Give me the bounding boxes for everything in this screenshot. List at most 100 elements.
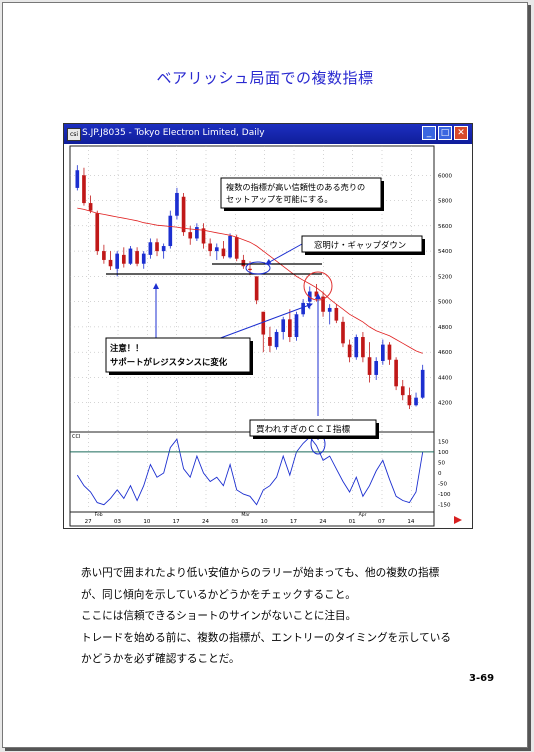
cci-tick-label: 100 (438, 450, 449, 456)
annotation-cci-box: 買われすぎのＣＣＩ指標 (249, 419, 379, 439)
candle-body (367, 357, 372, 375)
price-tick-label: 5600 (438, 224, 452, 230)
price-tick-label: 4600 (438, 350, 452, 356)
candle-body (347, 344, 352, 358)
candle-body (148, 242, 153, 255)
candle-body (361, 337, 365, 358)
annotation-top-box: 複数の指標が高い信頼性のある売りの セットアップを可能にする。 (220, 177, 384, 211)
annotation-support-box: 注意！！ サポートがレジスタンスに変化 (105, 337, 253, 375)
candle-body (141, 253, 146, 264)
candle-body (400, 386, 405, 396)
cci-line (76, 436, 424, 506)
candle-body (374, 361, 379, 375)
cci-panel (69, 431, 435, 513)
candle-body (168, 215, 173, 247)
candle-body (135, 251, 139, 264)
candle-body (75, 170, 80, 188)
window-title: S.JP.J8035 - Tokyo Electron Limited, Dai… (82, 128, 265, 138)
month-label: Apr (359, 512, 367, 518)
candle-body (155, 242, 159, 252)
date-tick-label: 17 (290, 519, 297, 525)
gap-ellipse (245, 261, 271, 275)
date-tick-label: 01 (349, 519, 356, 525)
candle-body (301, 302, 305, 315)
candle-body (261, 311, 266, 335)
candle-body (241, 259, 246, 267)
support-box-line1: 注意！！ (110, 343, 144, 353)
candle-body (407, 395, 412, 406)
chart-window: csi S.JP.J8035 - Tokyo Electron Limited,… (63, 123, 473, 529)
gap-arrow (265, 243, 303, 265)
candle-body (321, 296, 325, 312)
candle-body (281, 319, 286, 332)
candle-body (248, 268, 252, 271)
body-line: かどうかを必ず確認することだ。 (81, 653, 240, 665)
candle-body (82, 175, 86, 204)
price-tick-label: 5000 (438, 300, 452, 306)
cci-label: CCI (72, 434, 80, 440)
candle-body (414, 397, 418, 406)
candle-body (188, 232, 193, 239)
price-tick-label: 5800 (438, 199, 452, 205)
price-tick-label: 4400 (438, 375, 452, 381)
close-button[interactable]: ✕ (454, 126, 468, 140)
candle-body (228, 235, 232, 258)
cci-box-text: 買われすぎのＣＣＩ指標 (256, 423, 351, 435)
candle-body (354, 337, 359, 358)
candle-body (161, 246, 166, 252)
price-chart: 6000 5800 5600 5400 5200 5000 4800 4600 4400 4200… (64, 144, 472, 528)
cci-tick-label: -150 (438, 503, 451, 509)
candle-body (341, 321, 345, 344)
price-tick-label: 5200 (438, 274, 452, 280)
candle-body (307, 291, 312, 302)
price-tick-label: 4800 (438, 325, 452, 331)
page-title: ベアリッシュ局面での複数指標 (156, 69, 374, 87)
support-box-line2: サポートがレジスタンスに変化 (110, 357, 228, 367)
cci-tick-label: 0 (438, 471, 442, 477)
candle-body (294, 314, 299, 338)
moving-average-line (77, 207, 423, 354)
candle-body (201, 228, 206, 244)
body-line: 赤い円で囲まれたより低い安値からのラリーが始まっても、他の複数の指標 (81, 567, 440, 579)
candle-body (95, 213, 100, 252)
body-text: 赤い円で囲まれたより低い安値からのラリーが始まっても、他の複数の指標 が、同じ傾… (81, 563, 481, 671)
date-tick-label: 14 (407, 519, 414, 525)
candle-body (121, 254, 126, 264)
candle-body (268, 337, 272, 346)
candle-body (195, 227, 199, 239)
date-tick-label: 07 (378, 519, 385, 525)
maximize-button[interactable]: □ (438, 126, 452, 140)
candle-body (334, 307, 339, 321)
gap-box-text: 窓明け・ギャップダウン (314, 240, 406, 250)
date-tick-label: 03 (114, 519, 121, 525)
app-icon: csi (67, 128, 81, 141)
candle-body (387, 344, 392, 360)
candle-body (108, 259, 113, 267)
date-tick-label: 27 (85, 519, 92, 525)
body-line: が、同じ傾向を示しているかどうかをチェックすること。 (81, 588, 356, 601)
month-label: Mar (241, 512, 250, 518)
top-box-line1: 複数の指標が高い信頼性のある売りの (226, 182, 365, 192)
window-titlebar[interactable]: csi S.JP.J8035 - Tokyo Electron Limited,… (64, 124, 472, 144)
candle-body (88, 203, 93, 211)
candle-body (381, 344, 385, 362)
price-tick-label: 5400 (438, 249, 452, 255)
price-tick-label: 6000 (438, 173, 452, 179)
cci-tick-label: 50 (438, 460, 445, 466)
candle-body (214, 247, 219, 252)
document-page: ベアリッシュ局面での複数指標 csi S.JP.J8035 - Tokyo El… (2, 2, 528, 748)
top-box-line2: セットアップを可能にする。 (226, 194, 333, 204)
date-axis (69, 511, 435, 527)
month-label: Feb (95, 512, 103, 518)
scroll-right-icon[interactable] (454, 516, 462, 524)
minimize-button[interactable]: _ (422, 126, 436, 140)
candle-body (254, 276, 259, 301)
body-line: トレードを始める前に、複数の指標が、エントリーのタイミングを示している (81, 631, 451, 644)
candle-body (221, 248, 226, 257)
cci-tick-label: -100 (438, 492, 451, 498)
candle-body (288, 319, 292, 338)
date-tick-label: 10 (143, 519, 150, 525)
candle-body (208, 243, 212, 252)
date-tick-label: 10 (261, 519, 268, 525)
annotation-gap-box: 窓明け・ギャップダウン (301, 235, 425, 255)
